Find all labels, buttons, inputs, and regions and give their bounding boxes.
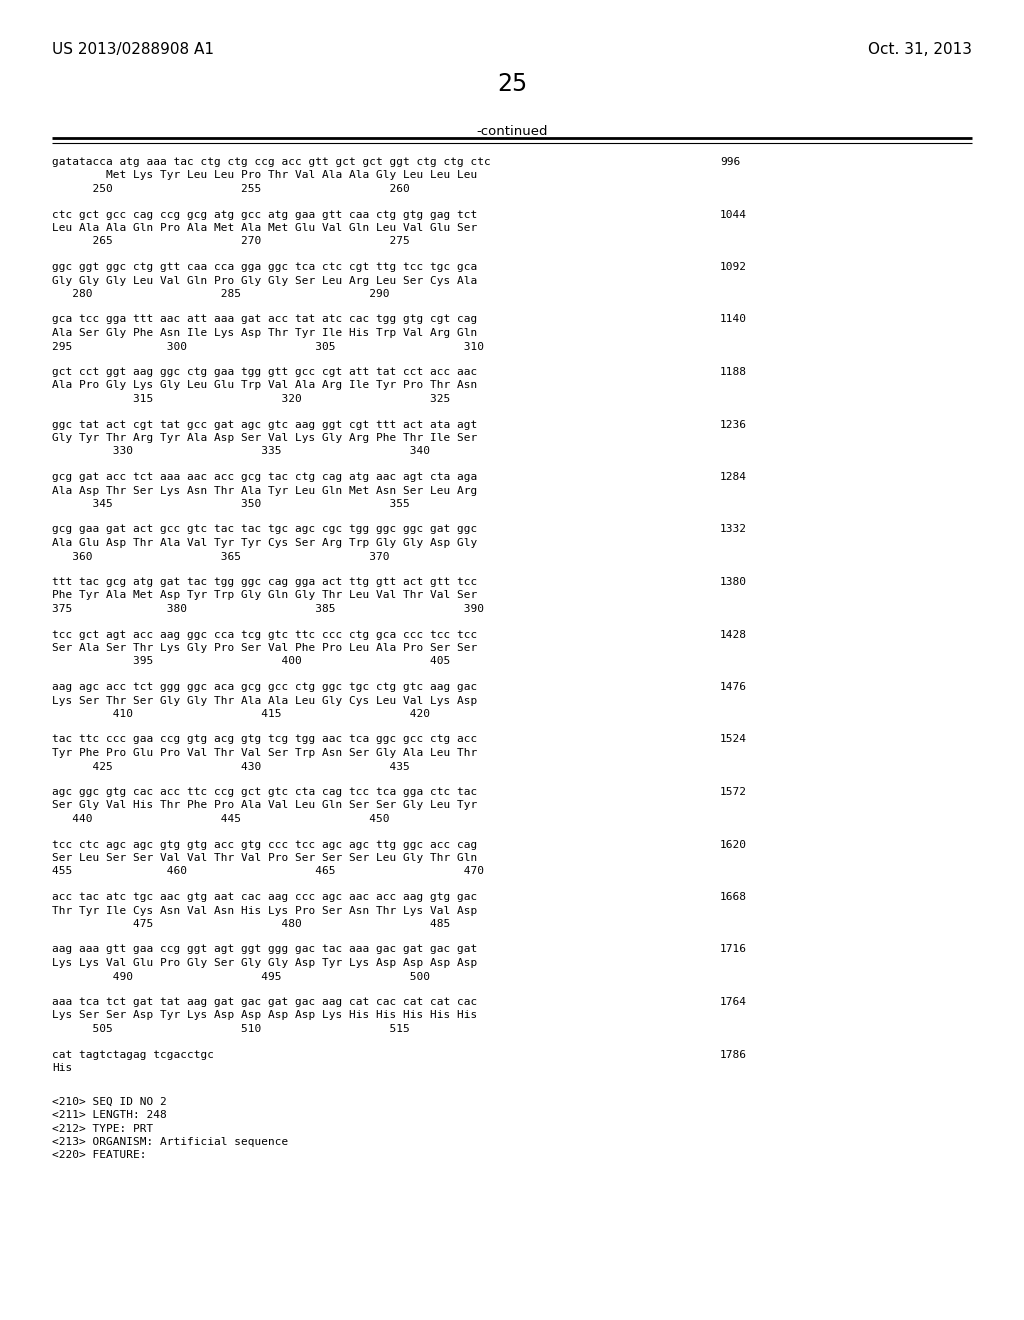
- Text: Met Lys Tyr Leu Leu Pro Thr Val Ala Ala Gly Leu Leu Leu: Met Lys Tyr Leu Leu Pro Thr Val Ala Ala …: [52, 170, 477, 181]
- Text: <212> TYPE: PRT: <212> TYPE: PRT: [52, 1123, 154, 1134]
- Text: Ala Pro Gly Lys Gly Leu Glu Trp Val Ala Arg Ile Tyr Pro Thr Asn: Ala Pro Gly Lys Gly Leu Glu Trp Val Ala …: [52, 380, 477, 391]
- Text: tcc ctc agc agc gtg gtg acc gtg ccc tcc agc agc ttg ggc acc cag: tcc ctc agc agc gtg gtg acc gtg ccc tcc …: [52, 840, 477, 850]
- Text: 280                   285                   290: 280 285 290: [52, 289, 389, 300]
- Text: 1092: 1092: [720, 261, 746, 272]
- Text: 375              380                   385                   390: 375 380 385 390: [52, 605, 484, 614]
- Text: Gly Tyr Thr Arg Tyr Ala Asp Ser Val Lys Gly Arg Phe Thr Ile Ser: Gly Tyr Thr Arg Tyr Ala Asp Ser Val Lys …: [52, 433, 477, 444]
- Text: Oct. 31, 2013: Oct. 31, 2013: [868, 42, 972, 57]
- Text: 996: 996: [720, 157, 740, 168]
- Text: 505                   510                   515: 505 510 515: [52, 1024, 410, 1034]
- Text: <220> FEATURE:: <220> FEATURE:: [52, 1151, 146, 1160]
- Text: 1284: 1284: [720, 473, 746, 482]
- Text: Gly Gly Gly Leu Val Gln Pro Gly Gly Ser Leu Arg Leu Ser Cys Ala: Gly Gly Gly Leu Val Gln Pro Gly Gly Ser …: [52, 276, 477, 285]
- Text: aaa tca tct gat tat aag gat gac gat gac aag cat cac cat cat cac: aaa tca tct gat tat aag gat gac gat gac …: [52, 997, 477, 1007]
- Text: 490                   495                   500: 490 495 500: [52, 972, 430, 982]
- Text: 1524: 1524: [720, 734, 746, 744]
- Text: ggc tat act cgt tat gcc gat agc gtc aag ggt cgt ttt act ata agt: ggc tat act cgt tat gcc gat agc gtc aag …: [52, 420, 477, 429]
- Text: 315                   320                   325: 315 320 325: [52, 393, 451, 404]
- Text: 1764: 1764: [720, 997, 746, 1007]
- Text: Ser Ala Ser Thr Lys Gly Pro Ser Val Phe Pro Leu Ala Pro Ser Ser: Ser Ala Ser Thr Lys Gly Pro Ser Val Phe …: [52, 643, 477, 653]
- Text: 395                   400                   405: 395 400 405: [52, 656, 451, 667]
- Text: 265                   270                   275: 265 270 275: [52, 236, 410, 247]
- Text: 330                   335                   340: 330 335 340: [52, 446, 430, 457]
- Text: <213> ORGANISM: Artificial sequence: <213> ORGANISM: Artificial sequence: [52, 1137, 288, 1147]
- Text: 425                   430                   435: 425 430 435: [52, 762, 410, 771]
- Text: -continued: -continued: [476, 125, 548, 139]
- Text: gca tcc gga ttt aac att aaa gat acc tat atc cac tgg gtg cgt cag: gca tcc gga ttt aac att aaa gat acc tat …: [52, 314, 477, 325]
- Text: Ser Leu Ser Ser Val Val Thr Val Pro Ser Ser Ser Leu Gly Thr Gln: Ser Leu Ser Ser Val Val Thr Val Pro Ser …: [52, 853, 477, 863]
- Text: 1786: 1786: [720, 1049, 746, 1060]
- Text: ctc gct gcc cag ccg gcg atg gcc atg gaa gtt caa ctg gtg gag tct: ctc gct gcc cag ccg gcg atg gcc atg gaa …: [52, 210, 477, 219]
- Text: <210> SEQ ID NO 2: <210> SEQ ID NO 2: [52, 1097, 167, 1106]
- Text: Lys Lys Val Glu Pro Gly Ser Gly Gly Asp Tyr Lys Asp Asp Asp Asp: Lys Lys Val Glu Pro Gly Ser Gly Gly Asp …: [52, 958, 477, 968]
- Text: aag aaa gtt gaa ccg ggt agt ggt ggg gac tac aaa gac gat gac gat: aag aaa gtt gaa ccg ggt agt ggt ggg gac …: [52, 945, 477, 954]
- Text: 360                   365                   370: 360 365 370: [52, 552, 389, 561]
- Text: US 2013/0288908 A1: US 2013/0288908 A1: [52, 42, 214, 57]
- Text: tac ttc ccc gaa ccg gtg acg gtg tcg tgg aac tca ggc gcc ctg acc: tac ttc ccc gaa ccg gtg acg gtg tcg tgg …: [52, 734, 477, 744]
- Text: Ala Ser Gly Phe Asn Ile Lys Asp Thr Tyr Ile His Trp Val Arg Gln: Ala Ser Gly Phe Asn Ile Lys Asp Thr Tyr …: [52, 327, 477, 338]
- Text: 345                   350                   355: 345 350 355: [52, 499, 410, 510]
- Text: 1572: 1572: [720, 787, 746, 797]
- Text: 455              460                   465                   470: 455 460 465 470: [52, 866, 484, 876]
- Text: 1380: 1380: [720, 577, 746, 587]
- Text: gatatacca atg aaa tac ctg ctg ccg acc gtt gct gct ggt ctg ctg ctc: gatatacca atg aaa tac ctg ctg ccg acc gt…: [52, 157, 490, 168]
- Text: Leu Ala Ala Gln Pro Ala Met Ala Met Glu Val Gln Leu Val Glu Ser: Leu Ala Ala Gln Pro Ala Met Ala Met Glu …: [52, 223, 477, 234]
- Text: <211> LENGTH: 248: <211> LENGTH: 248: [52, 1110, 167, 1119]
- Text: 1476: 1476: [720, 682, 746, 692]
- Text: agc ggc gtg cac acc ttc ccg gct gtc cta cag tcc tca gga ctc tac: agc ggc gtg cac acc ttc ccg gct gtc cta …: [52, 787, 477, 797]
- Text: cat tagtctagag tcgacctgc: cat tagtctagag tcgacctgc: [52, 1049, 214, 1060]
- Text: ggc ggt ggc ctg gtt caa cca gga ggc tca ctc cgt ttg tcc tgc gca: ggc ggt ggc ctg gtt caa cca gga ggc tca …: [52, 261, 477, 272]
- Text: 1620: 1620: [720, 840, 746, 850]
- Text: His: His: [52, 1063, 73, 1073]
- Text: 25: 25: [497, 73, 527, 96]
- Text: gcg gaa gat act gcc gtc tac tac tgc agc cgc tgg ggc ggc gat ggc: gcg gaa gat act gcc gtc tac tac tgc agc …: [52, 524, 477, 535]
- Text: aag agc acc tct ggg ggc aca gcg gcc ctg ggc tgc ctg gtc aag gac: aag agc acc tct ggg ggc aca gcg gcc ctg …: [52, 682, 477, 692]
- Text: gcg gat acc tct aaa aac acc gcg tac ctg cag atg aac agt cta aga: gcg gat acc tct aaa aac acc gcg tac ctg …: [52, 473, 477, 482]
- Text: 295              300                   305                   310: 295 300 305 310: [52, 342, 484, 351]
- Text: 1236: 1236: [720, 420, 746, 429]
- Text: 1140: 1140: [720, 314, 746, 325]
- Text: 475                   480                   485: 475 480 485: [52, 919, 451, 929]
- Text: Phe Tyr Ala Met Asp Tyr Trp Gly Gln Gly Thr Leu Val Thr Val Ser: Phe Tyr Ala Met Asp Tyr Trp Gly Gln Gly …: [52, 590, 477, 601]
- Text: 1332: 1332: [720, 524, 746, 535]
- Text: 410                   415                   420: 410 415 420: [52, 709, 430, 719]
- Text: 250                   255                   260: 250 255 260: [52, 183, 410, 194]
- Text: tcc gct agt acc aag ggc cca tcg gtc ttc ccc ctg gca ccc tcc tcc: tcc gct agt acc aag ggc cca tcg gtc ttc …: [52, 630, 477, 639]
- Text: gct cct ggt aag ggc ctg gaa tgg gtt gcc cgt att tat cct acc aac: gct cct ggt aag ggc ctg gaa tgg gtt gcc …: [52, 367, 477, 378]
- Text: 440                   445                   450: 440 445 450: [52, 814, 389, 824]
- Text: Lys Ser Thr Ser Gly Gly Thr Ala Ala Leu Gly Cys Leu Val Lys Asp: Lys Ser Thr Ser Gly Gly Thr Ala Ala Leu …: [52, 696, 477, 705]
- Text: Ala Asp Thr Ser Lys Asn Thr Ala Tyr Leu Gln Met Asn Ser Leu Arg: Ala Asp Thr Ser Lys Asn Thr Ala Tyr Leu …: [52, 486, 477, 495]
- Text: Ser Gly Val His Thr Phe Pro Ala Val Leu Gln Ser Ser Gly Leu Tyr: Ser Gly Val His Thr Phe Pro Ala Val Leu …: [52, 800, 477, 810]
- Text: 1044: 1044: [720, 210, 746, 219]
- Text: Thr Tyr Ile Cys Asn Val Asn His Lys Pro Ser Asn Thr Lys Val Asp: Thr Tyr Ile Cys Asn Val Asn His Lys Pro …: [52, 906, 477, 916]
- Text: 1668: 1668: [720, 892, 746, 902]
- Text: 1428: 1428: [720, 630, 746, 639]
- Text: Ala Glu Asp Thr Ala Val Tyr Tyr Cys Ser Arg Trp Gly Gly Asp Gly: Ala Glu Asp Thr Ala Val Tyr Tyr Cys Ser …: [52, 539, 477, 548]
- Text: acc tac atc tgc aac gtg aat cac aag ccc agc aac acc aag gtg gac: acc tac atc tgc aac gtg aat cac aag ccc …: [52, 892, 477, 902]
- Text: Tyr Phe Pro Glu Pro Val Thr Val Ser Trp Asn Ser Gly Ala Leu Thr: Tyr Phe Pro Glu Pro Val Thr Val Ser Trp …: [52, 748, 477, 758]
- Text: Lys Ser Ser Asp Tyr Lys Asp Asp Asp Asp Lys His His His His His: Lys Ser Ser Asp Tyr Lys Asp Asp Asp Asp …: [52, 1011, 477, 1020]
- Text: 1188: 1188: [720, 367, 746, 378]
- Text: 1716: 1716: [720, 945, 746, 954]
- Text: ttt tac gcg atg gat tac tgg ggc cag gga act ttg gtt act gtt tcc: ttt tac gcg atg gat tac tgg ggc cag gga …: [52, 577, 477, 587]
